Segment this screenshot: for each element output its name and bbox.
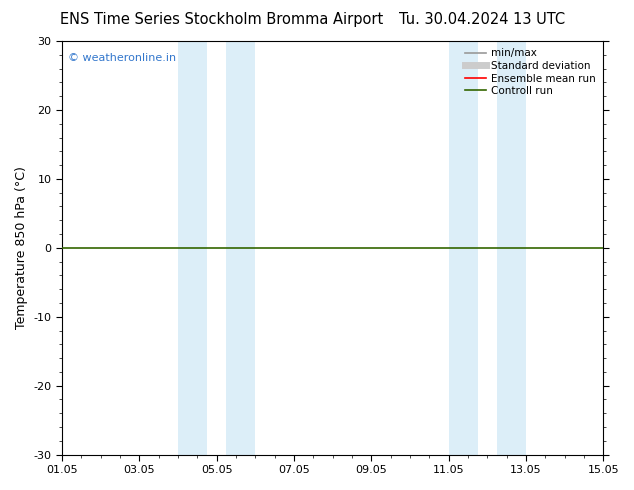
Text: © weatheronline.in: © weatheronline.in <box>67 53 176 64</box>
Y-axis label: Temperature 850 hPa (°C): Temperature 850 hPa (°C) <box>15 167 28 329</box>
Bar <box>226 41 256 455</box>
Bar <box>178 41 207 455</box>
Text: ENS Time Series Stockholm Bromma Airport: ENS Time Series Stockholm Bromma Airport <box>60 12 384 27</box>
Legend: min/max, Standard deviation, Ensemble mean run, Controll run: min/max, Standard deviation, Ensemble me… <box>463 46 598 98</box>
Bar <box>497 41 526 455</box>
Bar <box>449 41 477 455</box>
Text: Tu. 30.04.2024 13 UTC: Tu. 30.04.2024 13 UTC <box>399 12 565 27</box>
